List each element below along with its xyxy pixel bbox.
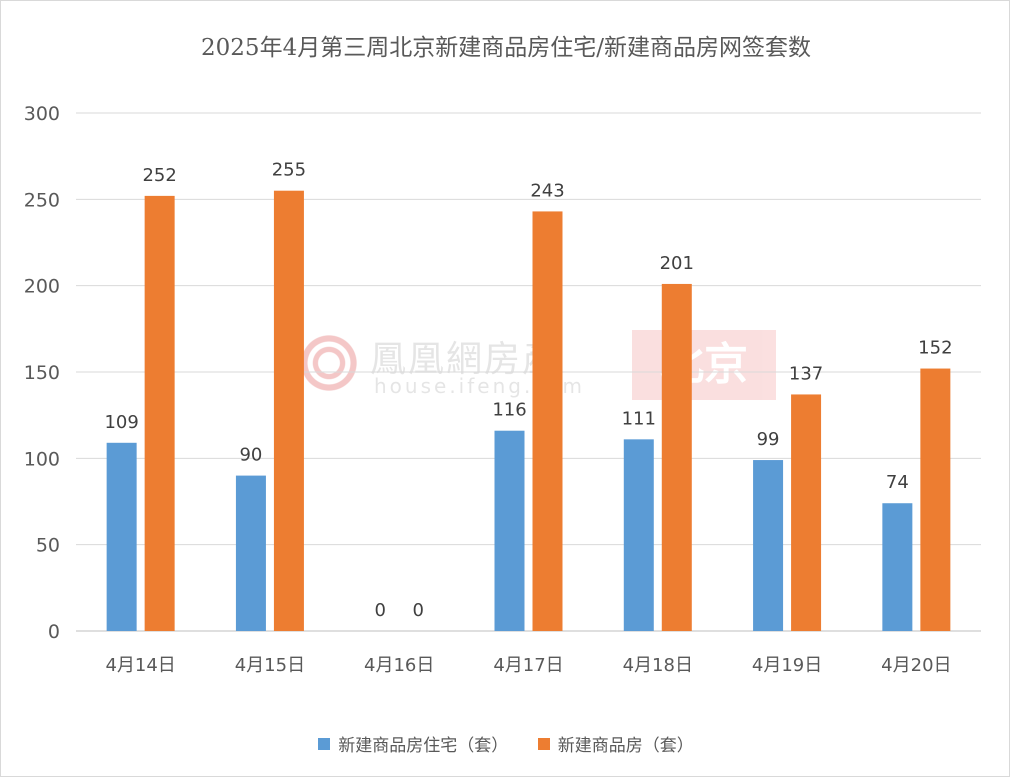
- data-label: 99: [757, 429, 780, 450]
- x-tick-label: 4月19日: [752, 655, 822, 676]
- y-tick-label: 200: [24, 276, 60, 298]
- legend-item-residential: 新建商品房住宅（套）: [318, 731, 508, 756]
- bar-commercial: [532, 211, 563, 632]
- bar-commercial: [273, 190, 304, 631]
- y-tick-label: 250: [24, 189, 60, 211]
- bar-commercial: [920, 368, 951, 631]
- data-label: 0: [412, 600, 423, 621]
- data-label: 74: [886, 472, 909, 493]
- legend-item-commercial: 新建商品房（套）: [537, 731, 694, 756]
- bar-residential: [106, 442, 137, 631]
- data-label: 255: [272, 160, 306, 181]
- x-tick-label: 4月16日: [364, 655, 434, 676]
- data-label: 152: [918, 338, 952, 359]
- y-tick-label: 150: [24, 362, 60, 384]
- bar-commercial: [661, 283, 692, 631]
- data-label: 116: [492, 400, 526, 421]
- watermark-brand: 鳳凰網房產: [370, 339, 561, 380]
- x-tick-label: 4月20日: [881, 655, 951, 676]
- bar-commercial: [791, 394, 822, 631]
- y-tick-label: 300: [24, 103, 60, 125]
- chart-title: 2025年4月第三周北京新建商品房住宅/新建商品房网签套数: [201, 35, 811, 61]
- data-label: 109: [104, 412, 138, 433]
- x-tick-label: 4月15日: [235, 655, 305, 676]
- legend-swatch-commercial: [537, 737, 550, 750]
- bar-commercial: [144, 195, 175, 631]
- legend: 新建商品房住宅（套） 新建商品房（套）: [0, 731, 1012, 756]
- legend-swatch-residential: [318, 737, 331, 750]
- legend-label-commercial: 新建商品房（套）: [557, 736, 694, 756]
- x-tick-label: 4月14日: [105, 655, 175, 676]
- bar-residential: [623, 439, 654, 631]
- y-tick-label: 0: [48, 621, 60, 643]
- bar-residential: [235, 475, 266, 631]
- data-label: 201: [660, 253, 694, 274]
- data-label: 90: [239, 445, 262, 466]
- watermark-logo-icon: [298, 332, 360, 394]
- data-label: 243: [530, 180, 564, 201]
- data-label: 0: [374, 600, 385, 621]
- bar-residential: [882, 503, 913, 631]
- x-tick-label: 4月18日: [623, 655, 693, 676]
- data-label: 111: [622, 408, 656, 429]
- legend-label-residential: 新建商品房住宅（套）: [338, 736, 509, 756]
- y-tick-label: 50: [36, 535, 60, 557]
- y-tick-label: 100: [24, 448, 60, 470]
- data-label: 252: [142, 165, 176, 186]
- data-label: 137: [789, 363, 823, 384]
- x-tick-label: 4月17日: [493, 655, 563, 676]
- bar-residential: [753, 460, 784, 631]
- bar-residential: [494, 430, 525, 631]
